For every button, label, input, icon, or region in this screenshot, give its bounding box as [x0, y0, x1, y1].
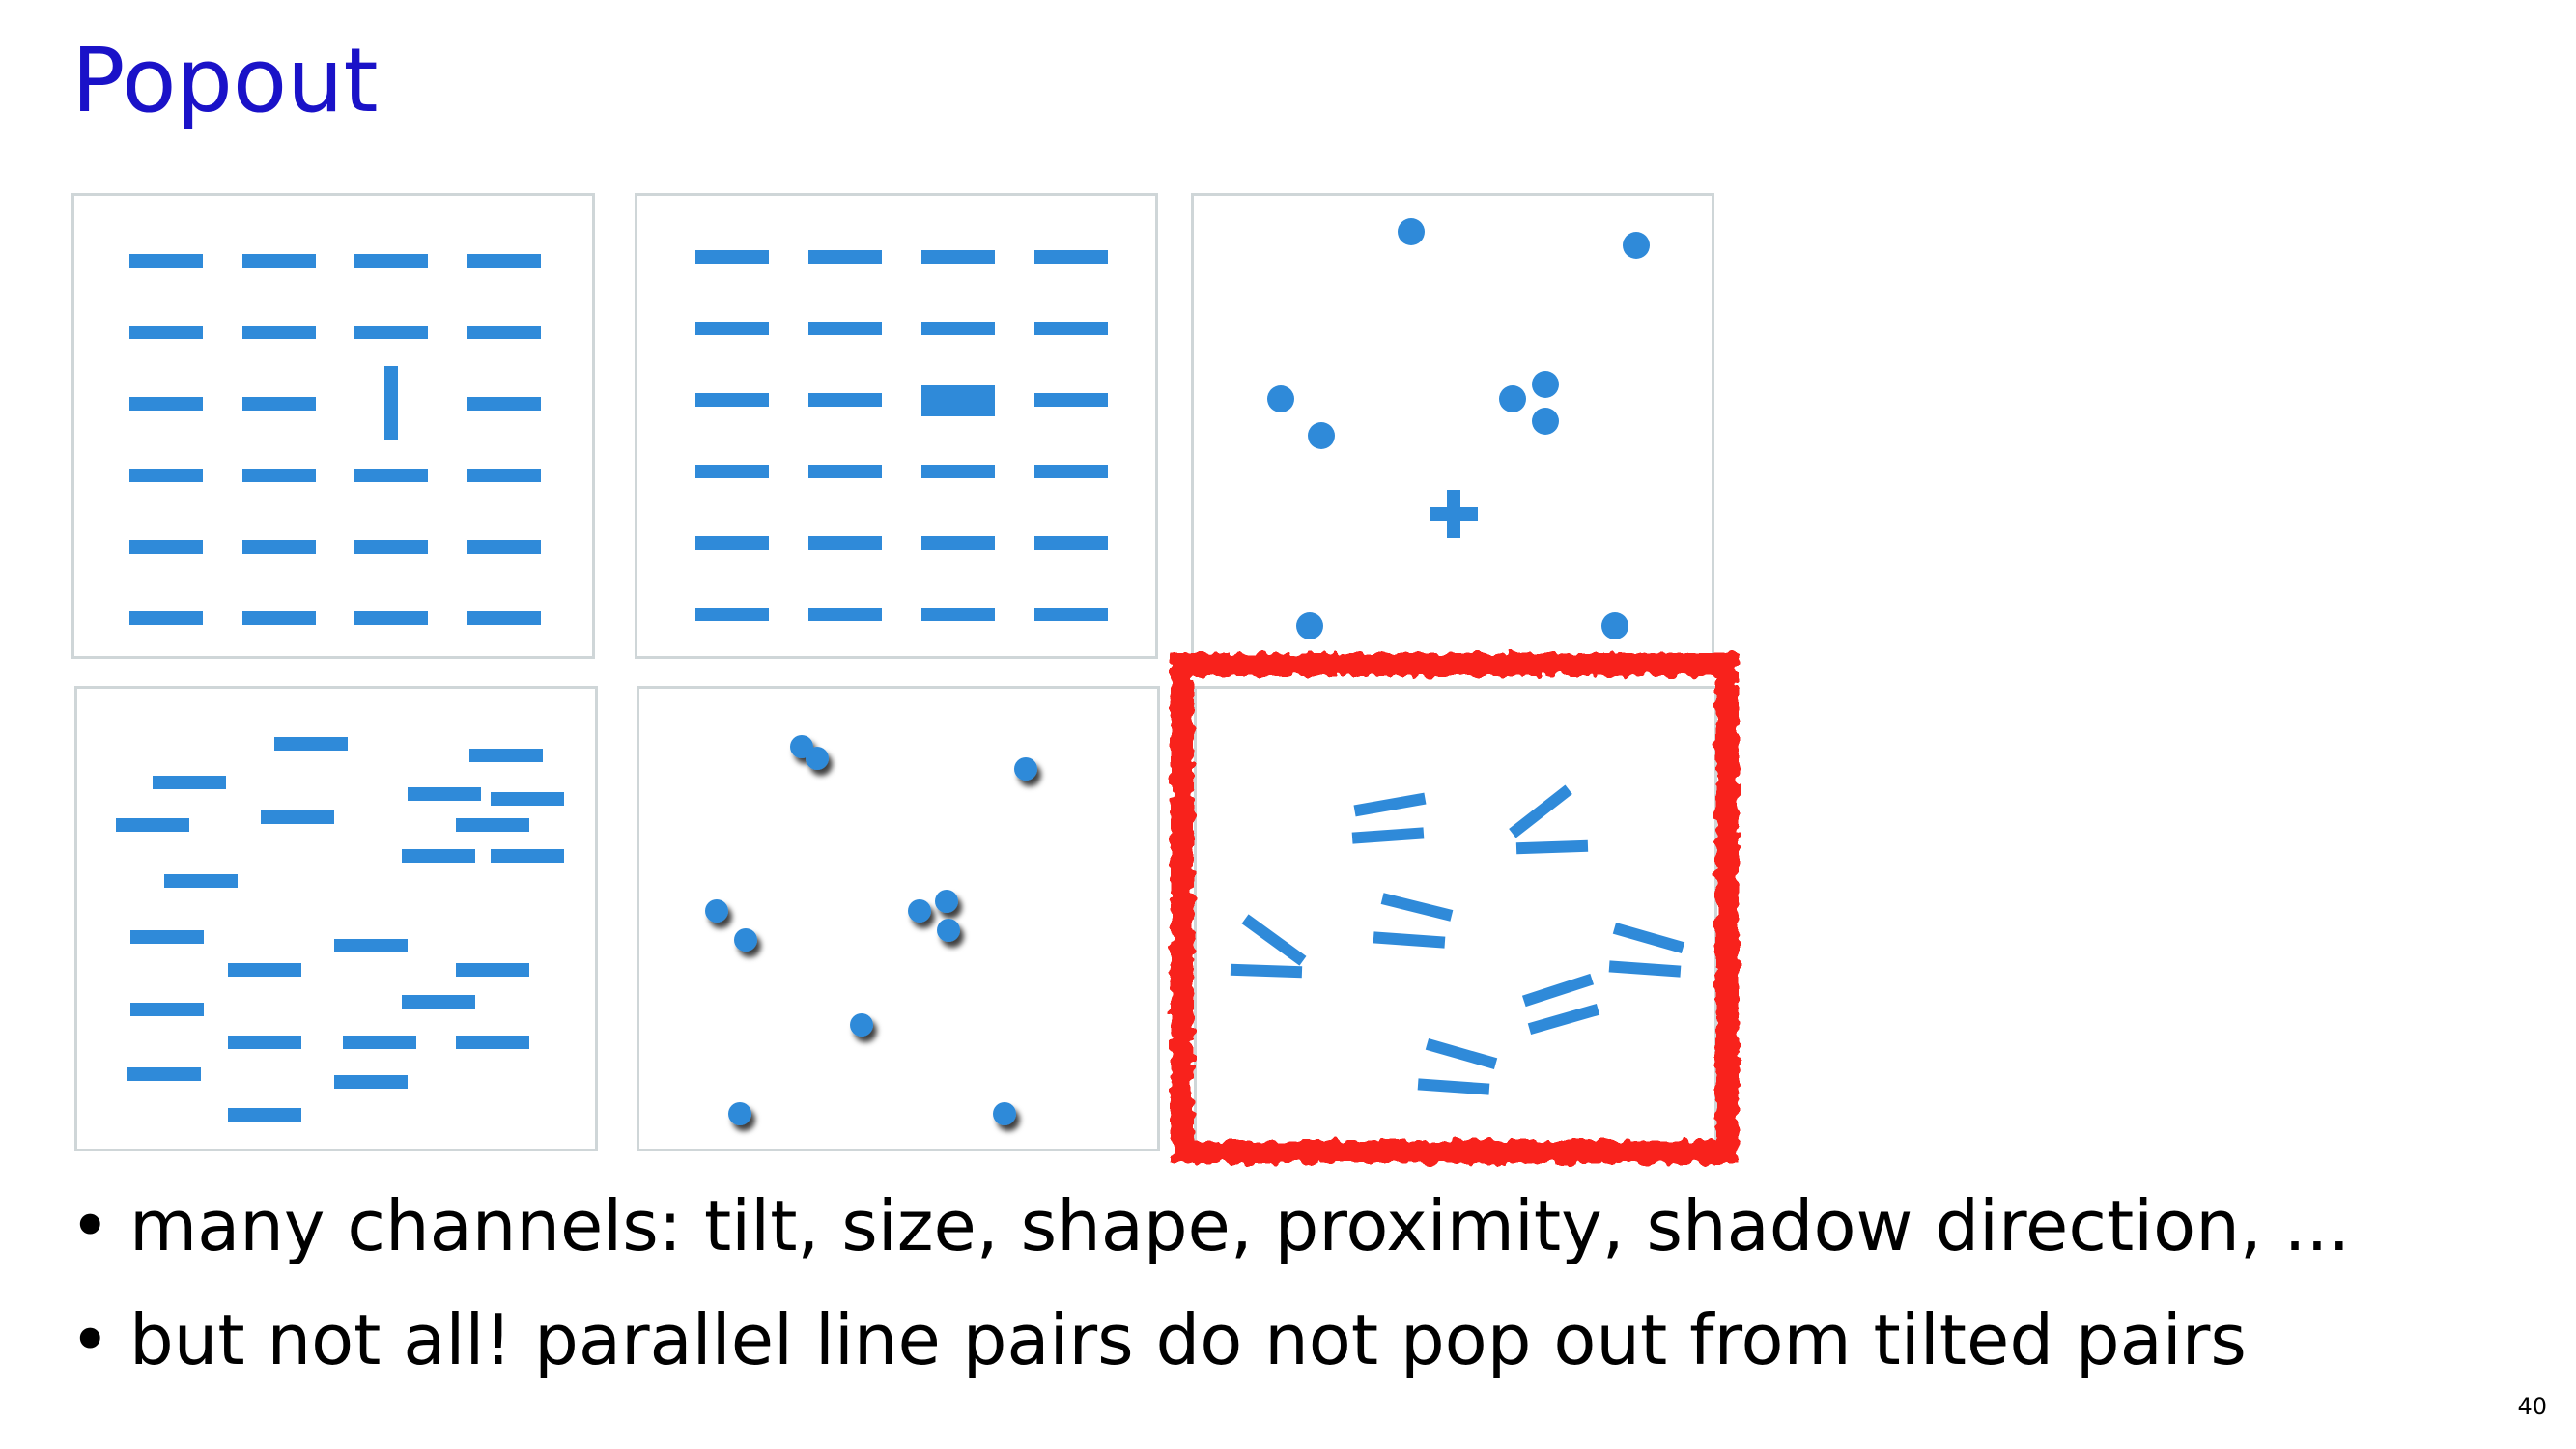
bullet-text: but not all! parallel line pairs do not …: [129, 1299, 2247, 1380]
bullet-symbol: •: [70, 1299, 111, 1380]
bullet-symbol: •: [70, 1185, 111, 1266]
panel-shadow-direction: [637, 686, 1160, 1151]
panel-shape: [1191, 193, 1714, 659]
bullet-item: • many channels: tilt, size, shape, prox…: [70, 1169, 2350, 1283]
proximity-glyphs: [116, 737, 564, 1122]
tilt-glyphs: [129, 254, 541, 625]
shape-glyphs: [1267, 218, 1650, 639]
panel-proximity: [74, 686, 598, 1151]
highlight-box: [1171, 653, 1739, 1163]
bullet-list: • many channels: tilt, size, shape, prox…: [70, 1169, 2350, 1397]
page-number: 40: [2517, 1393, 2547, 1420]
bullet-text: many channels: tilt, size, shape, proxim…: [129, 1185, 2351, 1266]
panel-tilt: [71, 193, 595, 659]
panel-size: [635, 193, 1158, 659]
size-glyphs: [695, 250, 1108, 621]
shadow-glyphs: [705, 735, 1037, 1125]
bullet-item: • but not all! parallel line pairs do no…: [70, 1283, 2350, 1397]
line-pair-glyphs: [1230, 784, 1685, 1095]
panel-line-pairs: [1194, 686, 1717, 1151]
page-title: Popout: [71, 29, 379, 132]
